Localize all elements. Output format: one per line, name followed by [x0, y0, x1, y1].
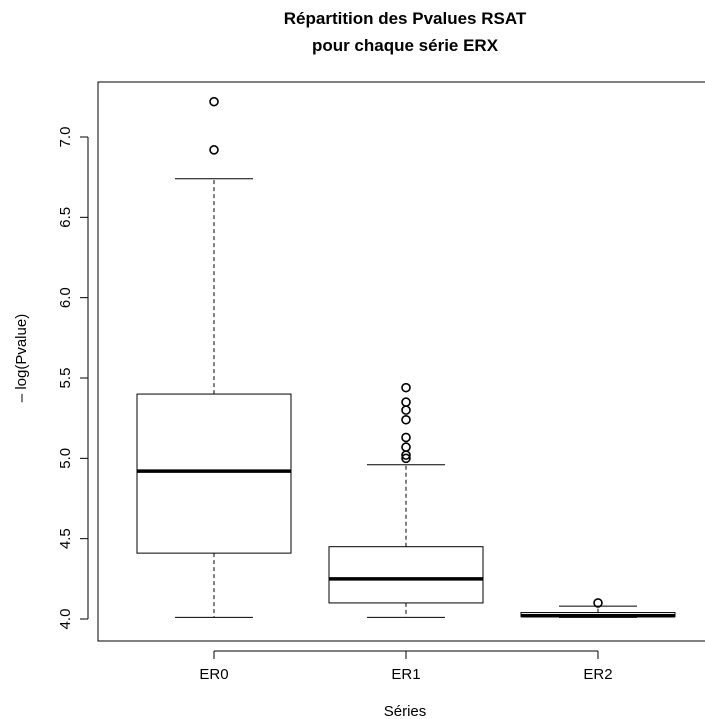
outlier-point — [401, 442, 411, 452]
y-tick-label: 6.5 — [57, 207, 74, 228]
iqr-box — [328, 546, 484, 604]
outlier-point — [401, 405, 411, 415]
y-tick-label: 4.5 — [57, 528, 74, 549]
y-tick-label: 6.0 — [57, 287, 74, 308]
x-tick-label: ER2 — [583, 666, 612, 683]
chart-title-line1: Répartition des Pvalues RSAT — [284, 9, 527, 28]
outlier-point — [401, 432, 411, 443]
outlier-point — [209, 145, 219, 155]
iqr-box — [136, 393, 292, 554]
y-axis-title: – log(Pvalue) — [13, 314, 30, 402]
boxes — [136, 96, 676, 618]
x-axis: ER0 ER1 ER2 — [199, 650, 613, 683]
x-tick-label: ER1 — [391, 666, 420, 683]
box-er0 — [136, 96, 292, 618]
x-axis-title: Séries — [384, 703, 427, 719]
outlier-point — [593, 598, 603, 608]
outlier-point — [401, 382, 411, 393]
x-tick-label: ER0 — [199, 666, 228, 683]
y-axis: 4.0 4.5 5.0 5.5 6.0 6.5 7.0 — [57, 127, 89, 630]
y-tick-label: 5.0 — [57, 448, 74, 469]
box-er1 — [328, 382, 484, 618]
outlier-point — [401, 414, 411, 425]
outlier-point — [209, 96, 219, 107]
outlier-point — [401, 453, 411, 464]
y-tick-label: 5.5 — [57, 368, 74, 389]
y-tick-label: 4.0 — [57, 609, 74, 630]
box-er2 — [520, 598, 676, 618]
chart-title-line2: pour chaque série ERX — [312, 36, 499, 55]
plot-frame — [97, 81, 705, 642]
outlier-point — [401, 397, 411, 407]
y-tick-label: 7.0 — [57, 127, 74, 148]
